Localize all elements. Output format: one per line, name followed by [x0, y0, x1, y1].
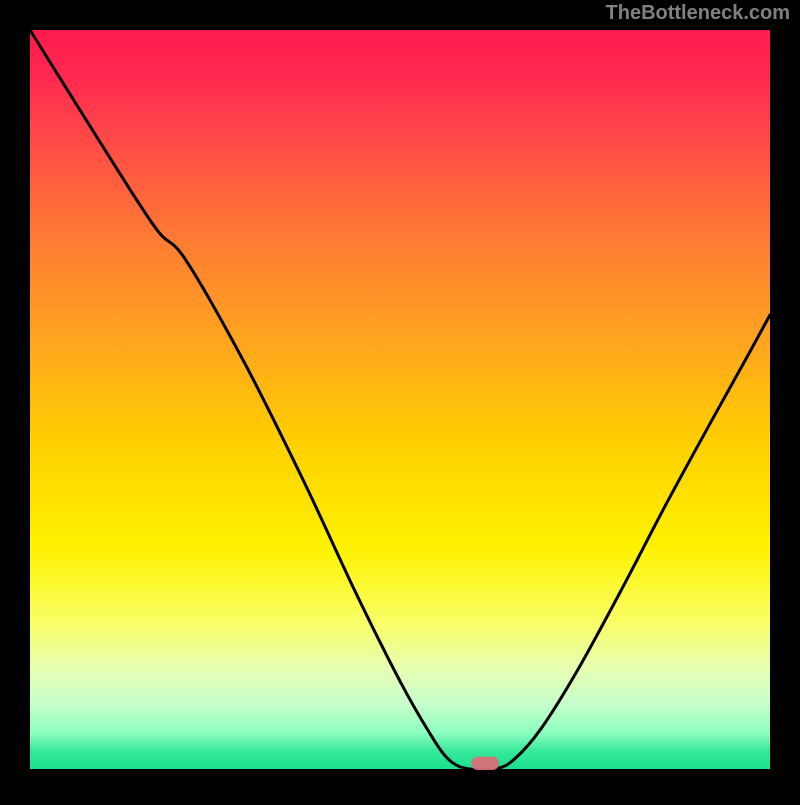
optimum-marker-pill [471, 757, 499, 770]
chart-frame: TheBottleneck.com [0, 0, 800, 800]
watermark-text: TheBottleneck.com [606, 2, 790, 25]
gradient-plot-background [30, 30, 770, 770]
bottleneck-chart-svg [0, 0, 800, 800]
